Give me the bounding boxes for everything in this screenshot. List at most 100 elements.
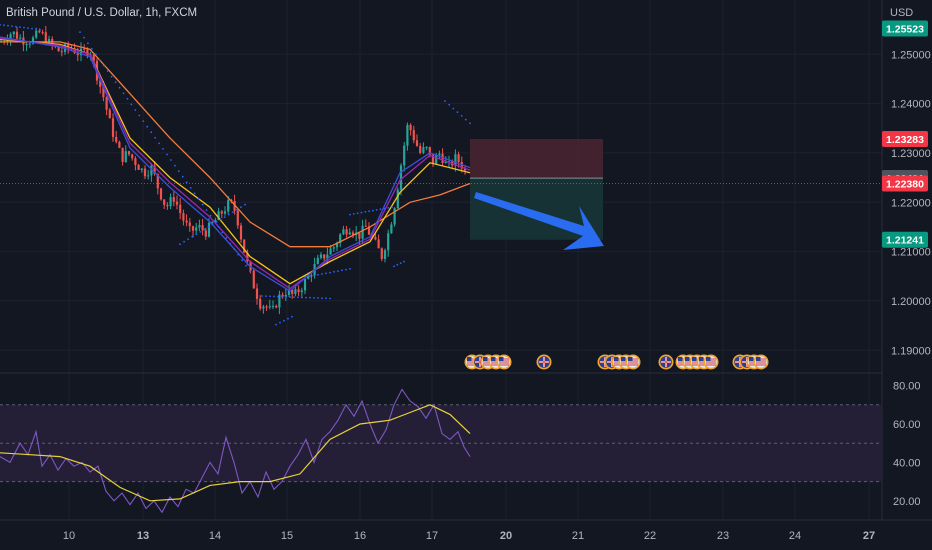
candle-body [262, 306, 265, 309]
candle-body [377, 239, 380, 249]
psar-dot [325, 297, 327, 300]
candle-body [307, 275, 310, 279]
candle-body [374, 236, 377, 240]
candle-body [291, 289, 294, 294]
candle-body [380, 248, 383, 259]
stop-loss-zone [470, 138, 603, 179]
flag-canton [621, 357, 626, 361]
candle-body [319, 254, 323, 258]
psar-dot [0, 23, 1, 26]
psar-dot [244, 203, 246, 206]
psar-dot [287, 317, 289, 320]
candle-body [182, 213, 185, 221]
psar-dot [19, 26, 21, 28]
economic-events[interactable] [464, 354, 769, 370]
psar-dot [87, 42, 89, 45]
candle-body [419, 145, 422, 153]
psar-dot [122, 92, 125, 95]
candle-body [137, 164, 140, 170]
psar-dot [231, 211, 234, 214]
psar-dot [236, 208, 238, 211]
psar-dot [211, 223, 214, 226]
candle-body [204, 230, 207, 237]
psar-dot [399, 262, 402, 264]
candle-body [9, 34, 12, 41]
psar-dot [195, 233, 198, 236]
psar-dot [162, 148, 164, 150]
candle-body [303, 278, 307, 291]
symbol-title[interactable]: British Pound / U.S. Dollar, 1h, FXCM [6, 7, 197, 19]
candle-body [259, 298, 262, 309]
candle-body [403, 145, 406, 166]
event-us-icon[interactable] [753, 354, 769, 370]
event-us-icon[interactable] [625, 354, 641, 370]
rsi-tick-label-2: 40.00 [893, 457, 921, 469]
flag-canton [678, 357, 683, 361]
candle-body [28, 43, 31, 45]
time-tick-label-6: 20 [500, 530, 512, 542]
candle-body [179, 204, 182, 214]
candle-body [399, 165, 403, 190]
psar-dot [297, 296, 299, 299]
psar-dot [396, 263, 399, 266]
candle-body [329, 248, 332, 255]
psar-dot [189, 187, 192, 189]
time-tick-label-2: 14 [209, 530, 221, 542]
psar-dot [221, 231, 224, 234]
psar-dot [360, 211, 363, 214]
psar-dot [11, 25, 13, 27]
psar-dot [209, 214, 212, 217]
psar-dot [27, 27, 29, 29]
psar-dot [245, 264, 247, 267]
candle-body [396, 189, 399, 209]
event-us-icon[interactable] [496, 354, 512, 370]
psar-dot [321, 273, 323, 275]
candle-body [140, 168, 143, 170]
candle-body [227, 200, 230, 212]
psar-dot [166, 153, 168, 156]
candle-body [249, 261, 252, 271]
trend-arrow[interactable] [474, 192, 604, 250]
candle-body [118, 141, 121, 148]
candle-body [300, 290, 303, 293]
candle-body [323, 254, 326, 259]
event-uk-icon[interactable] [658, 354, 674, 370]
candle-body [428, 147, 431, 155]
candle-body [108, 109, 111, 119]
candle-body [172, 197, 175, 202]
psar-dot [444, 100, 446, 102]
candle-body [335, 243, 339, 248]
candle-body [310, 275, 313, 277]
price-tag-0 [882, 20, 928, 37]
candle-body [435, 155, 438, 164]
down-arrow-shape[interactable] [474, 192, 604, 250]
psar-dot [158, 142, 161, 145]
psar-dot [281, 295, 283, 298]
flag-canton [467, 357, 472, 361]
flag-canton [756, 357, 761, 361]
ema-blue-line [0, 36, 471, 292]
candle-body [19, 37, 22, 39]
currency-label[interactable]: USD [890, 7, 913, 19]
candle-body [243, 239, 246, 253]
event-uk-icon[interactable] [536, 354, 552, 370]
candle-body [265, 306, 268, 308]
candle-body [339, 234, 342, 244]
candle-body [406, 124, 409, 146]
candle-body [387, 233, 390, 251]
price-tick-label-6: 1.19000 [891, 345, 931, 357]
candle-body [287, 289, 291, 295]
psar-dot [240, 206, 242, 209]
candle-body [422, 147, 425, 153]
psar-dot [205, 209, 208, 212]
candle-body [185, 220, 188, 223]
event-us-icon[interactable] [703, 354, 719, 370]
psar-dot [285, 296, 287, 298]
psar-dot [283, 319, 285, 322]
psar-dot [277, 295, 279, 298]
candle-body [57, 46, 60, 52]
psar-dot [273, 295, 275, 298]
psar-dot [142, 120, 145, 122]
candle-body [351, 232, 355, 236]
